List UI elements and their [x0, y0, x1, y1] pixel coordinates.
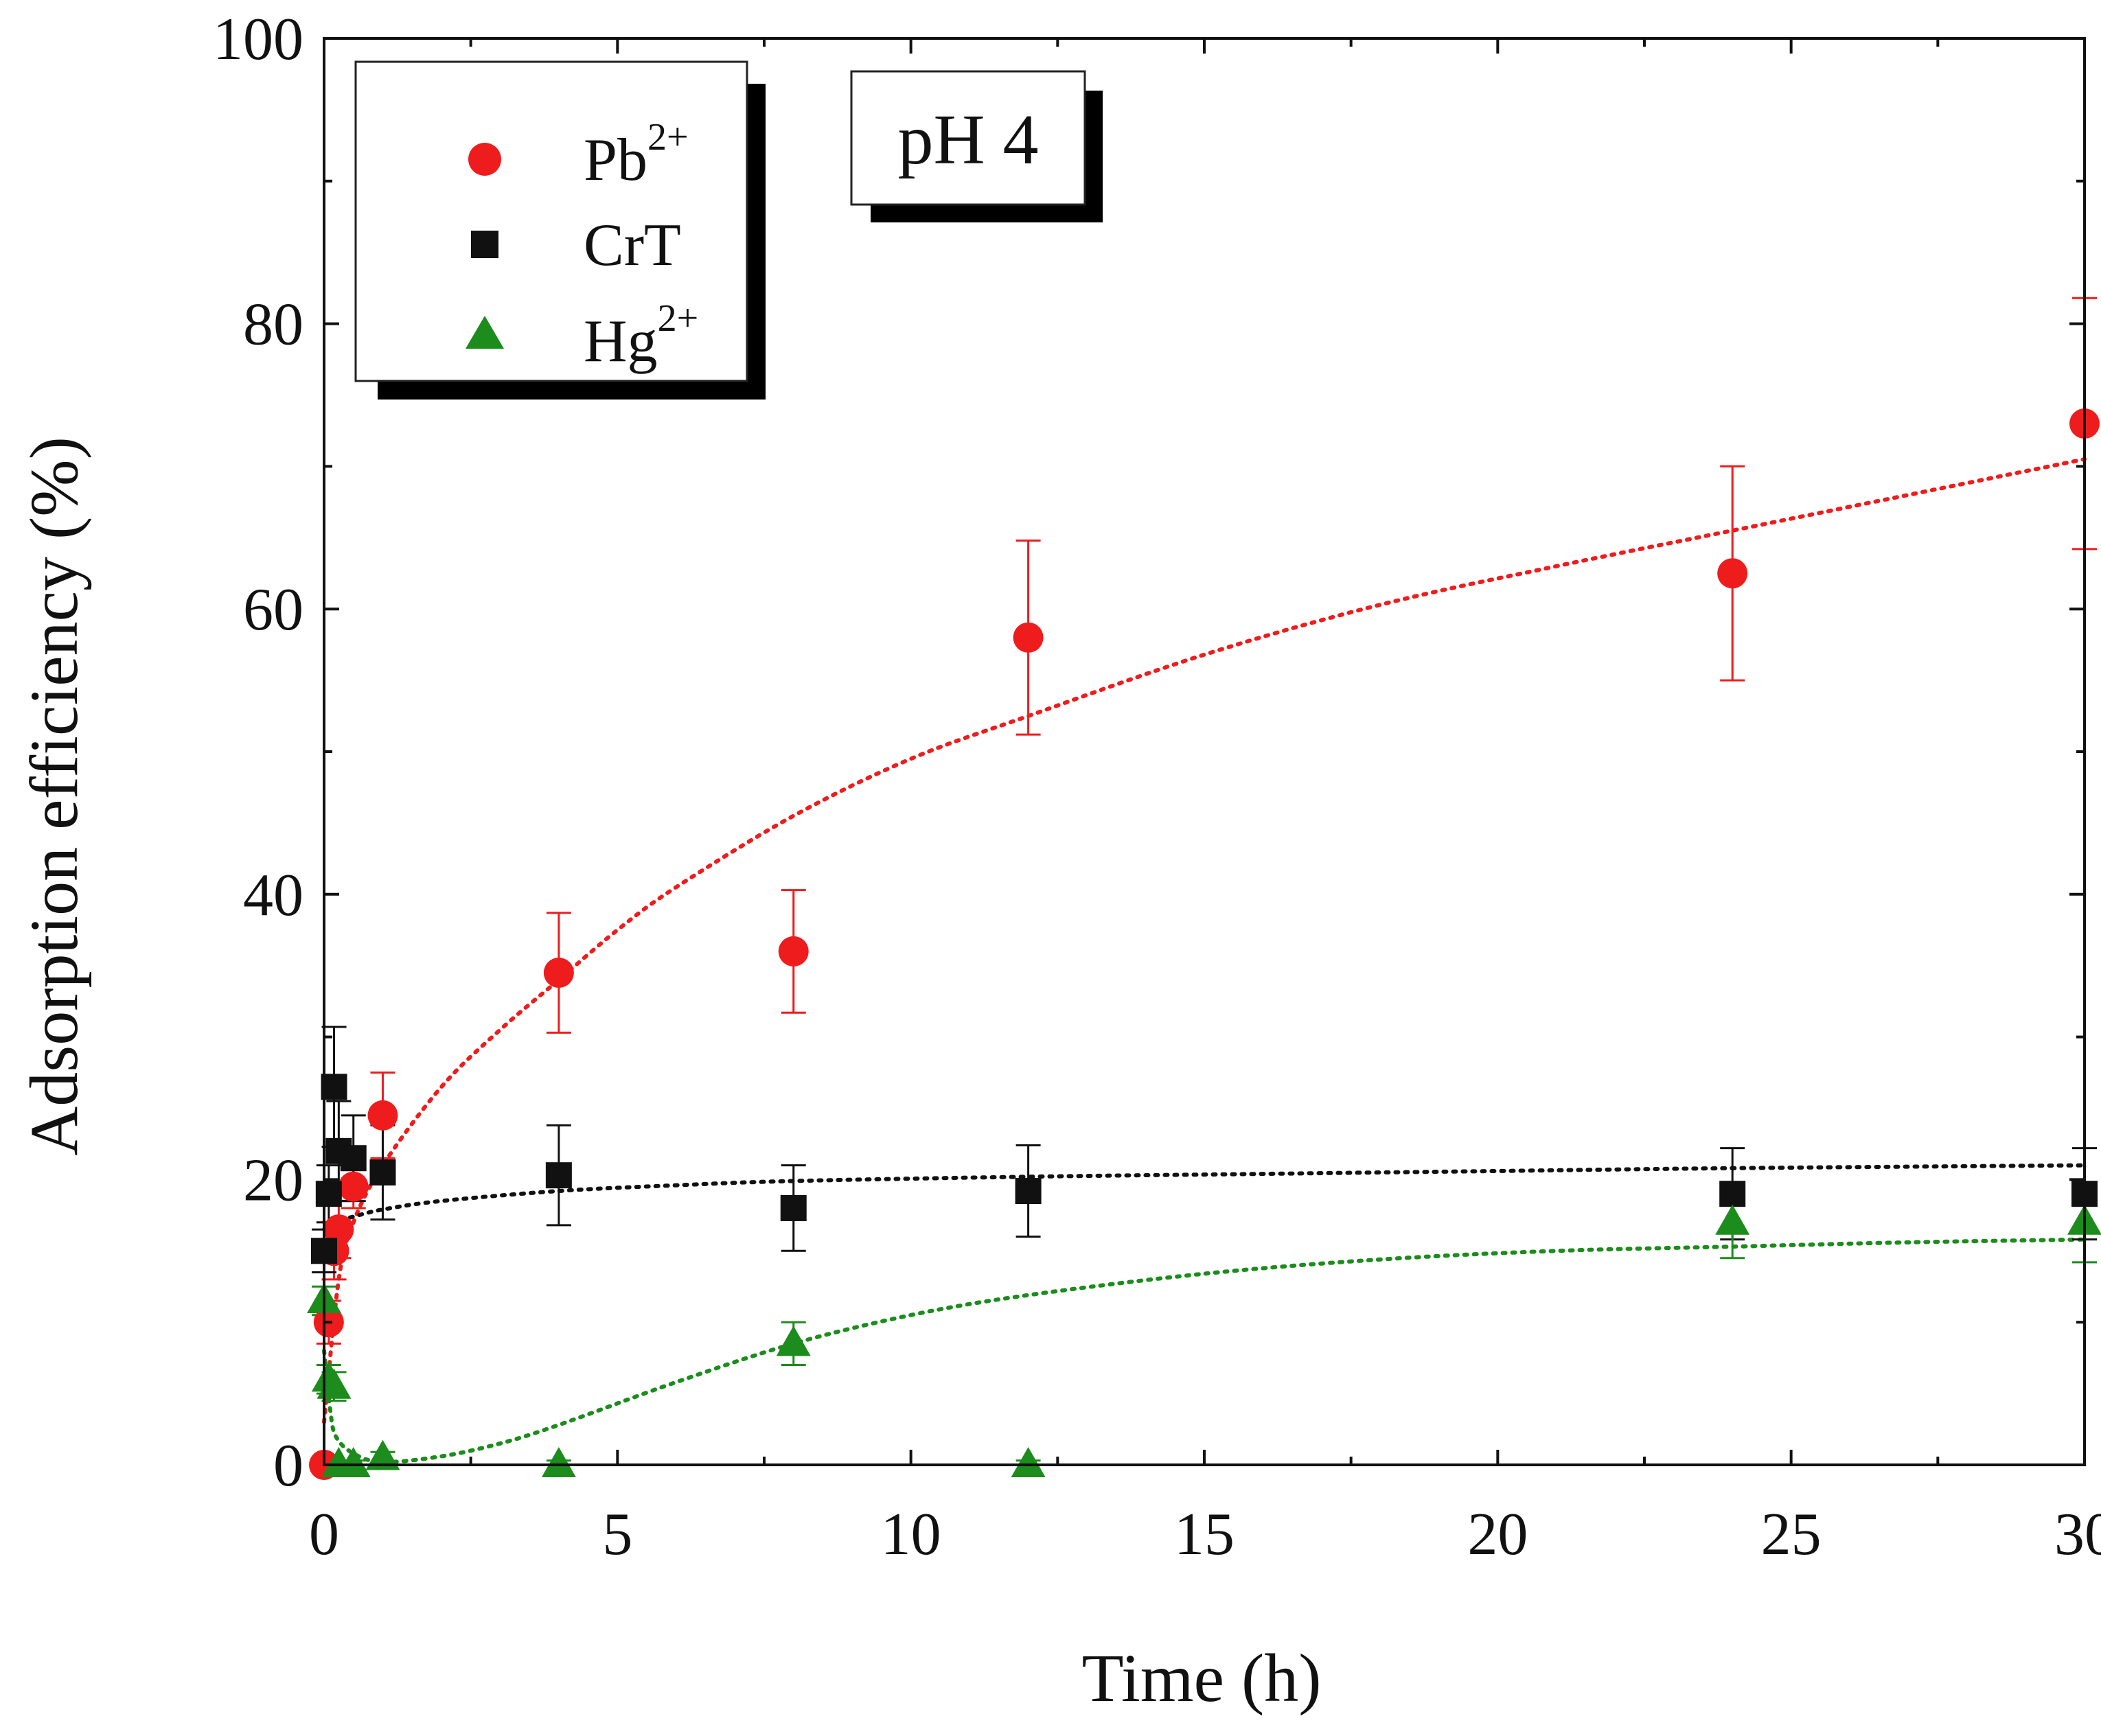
- x-tick-label: 30: [2054, 1501, 2101, 1568]
- x-tick-label: 20: [1467, 1501, 1528, 1568]
- data-point-1-6: [545, 1162, 572, 1189]
- data-point-0-4: [338, 1171, 369, 1202]
- data-point-2-4: [336, 1447, 371, 1477]
- legend-hg-label: Hg2+: [584, 297, 698, 375]
- data-point-2-9: [1715, 1204, 1750, 1235]
- legend-box: [354, 60, 748, 382]
- data-point-1-1: [315, 1181, 342, 1207]
- legend-pb-marker: [468, 143, 501, 176]
- ph-annotation-text: pH 4: [897, 100, 1038, 179]
- fit-curve-2: [322, 1237, 2087, 1464]
- x-tick-label: 0: [309, 1501, 339, 1568]
- legend-pb-label: Pb2+: [584, 116, 689, 194]
- data-point-1-5: [369, 1159, 396, 1186]
- legend-crt-marker: [471, 231, 498, 258]
- data-point-0-7: [778, 936, 809, 967]
- axes: [323, 37, 2086, 1466]
- y-tick-label: 100: [213, 6, 303, 73]
- data-point-1-7: [780, 1194, 807, 1221]
- y-tick-label: 0: [273, 1433, 303, 1499]
- ph-annotation-box: [850, 70, 1086, 206]
- tick-labels: 0 5 10 15 20 25 30 0 20 40 60 80 100: [213, 6, 2101, 1568]
- data-point-2-2: [317, 1368, 352, 1399]
- legend-crt-label: CrT: [584, 212, 681, 279]
- data-point-0-9: [1717, 558, 1748, 589]
- y-tick-label: 40: [243, 862, 303, 929]
- data-point-0-8: [1013, 622, 1044, 653]
- data-point-1-8: [1015, 1178, 1042, 1205]
- error-bars: [312, 297, 2097, 1473]
- data-point-0-3: [323, 1214, 354, 1245]
- x-axis-title: Time (h): [1081, 1640, 1321, 1716]
- data-point-2-8: [1011, 1447, 1046, 1477]
- fit-curve-1: [322, 1163, 2087, 1232]
- x-tick-label: 5: [602, 1501, 632, 1568]
- data-point-0-5: [367, 1100, 398, 1131]
- data-point-1-9: [1719, 1181, 1746, 1207]
- data-point-0-6: [543, 958, 574, 988]
- legend: Pb2+ CrT Hg2+: [354, 60, 766, 400]
- data-point-2-6: [541, 1447, 576, 1477]
- y-tick-label: 20: [243, 1147, 303, 1214]
- data-point-1-4: [340, 1145, 367, 1172]
- y-tick-label: 60: [243, 577, 303, 643]
- x-tick-label: 10: [881, 1501, 941, 1568]
- y-axis-title: Adsorption efficiency (%): [16, 437, 92, 1156]
- x-tick-label: 25: [1761, 1501, 1822, 1568]
- data-point-2-7: [776, 1326, 811, 1356]
- data-markers: [307, 408, 2101, 1480]
- x-tick-label: 15: [1174, 1501, 1235, 1568]
- fit-curves: [322, 457, 2087, 1464]
- ph-annotation: pH 4: [850, 70, 1103, 222]
- legend-hg-marker: [466, 316, 504, 349]
- data-point-2-5: [365, 1439, 400, 1470]
- fit-curve-0: [322, 457, 2087, 1424]
- y-tick-label: 80: [243, 292, 303, 358]
